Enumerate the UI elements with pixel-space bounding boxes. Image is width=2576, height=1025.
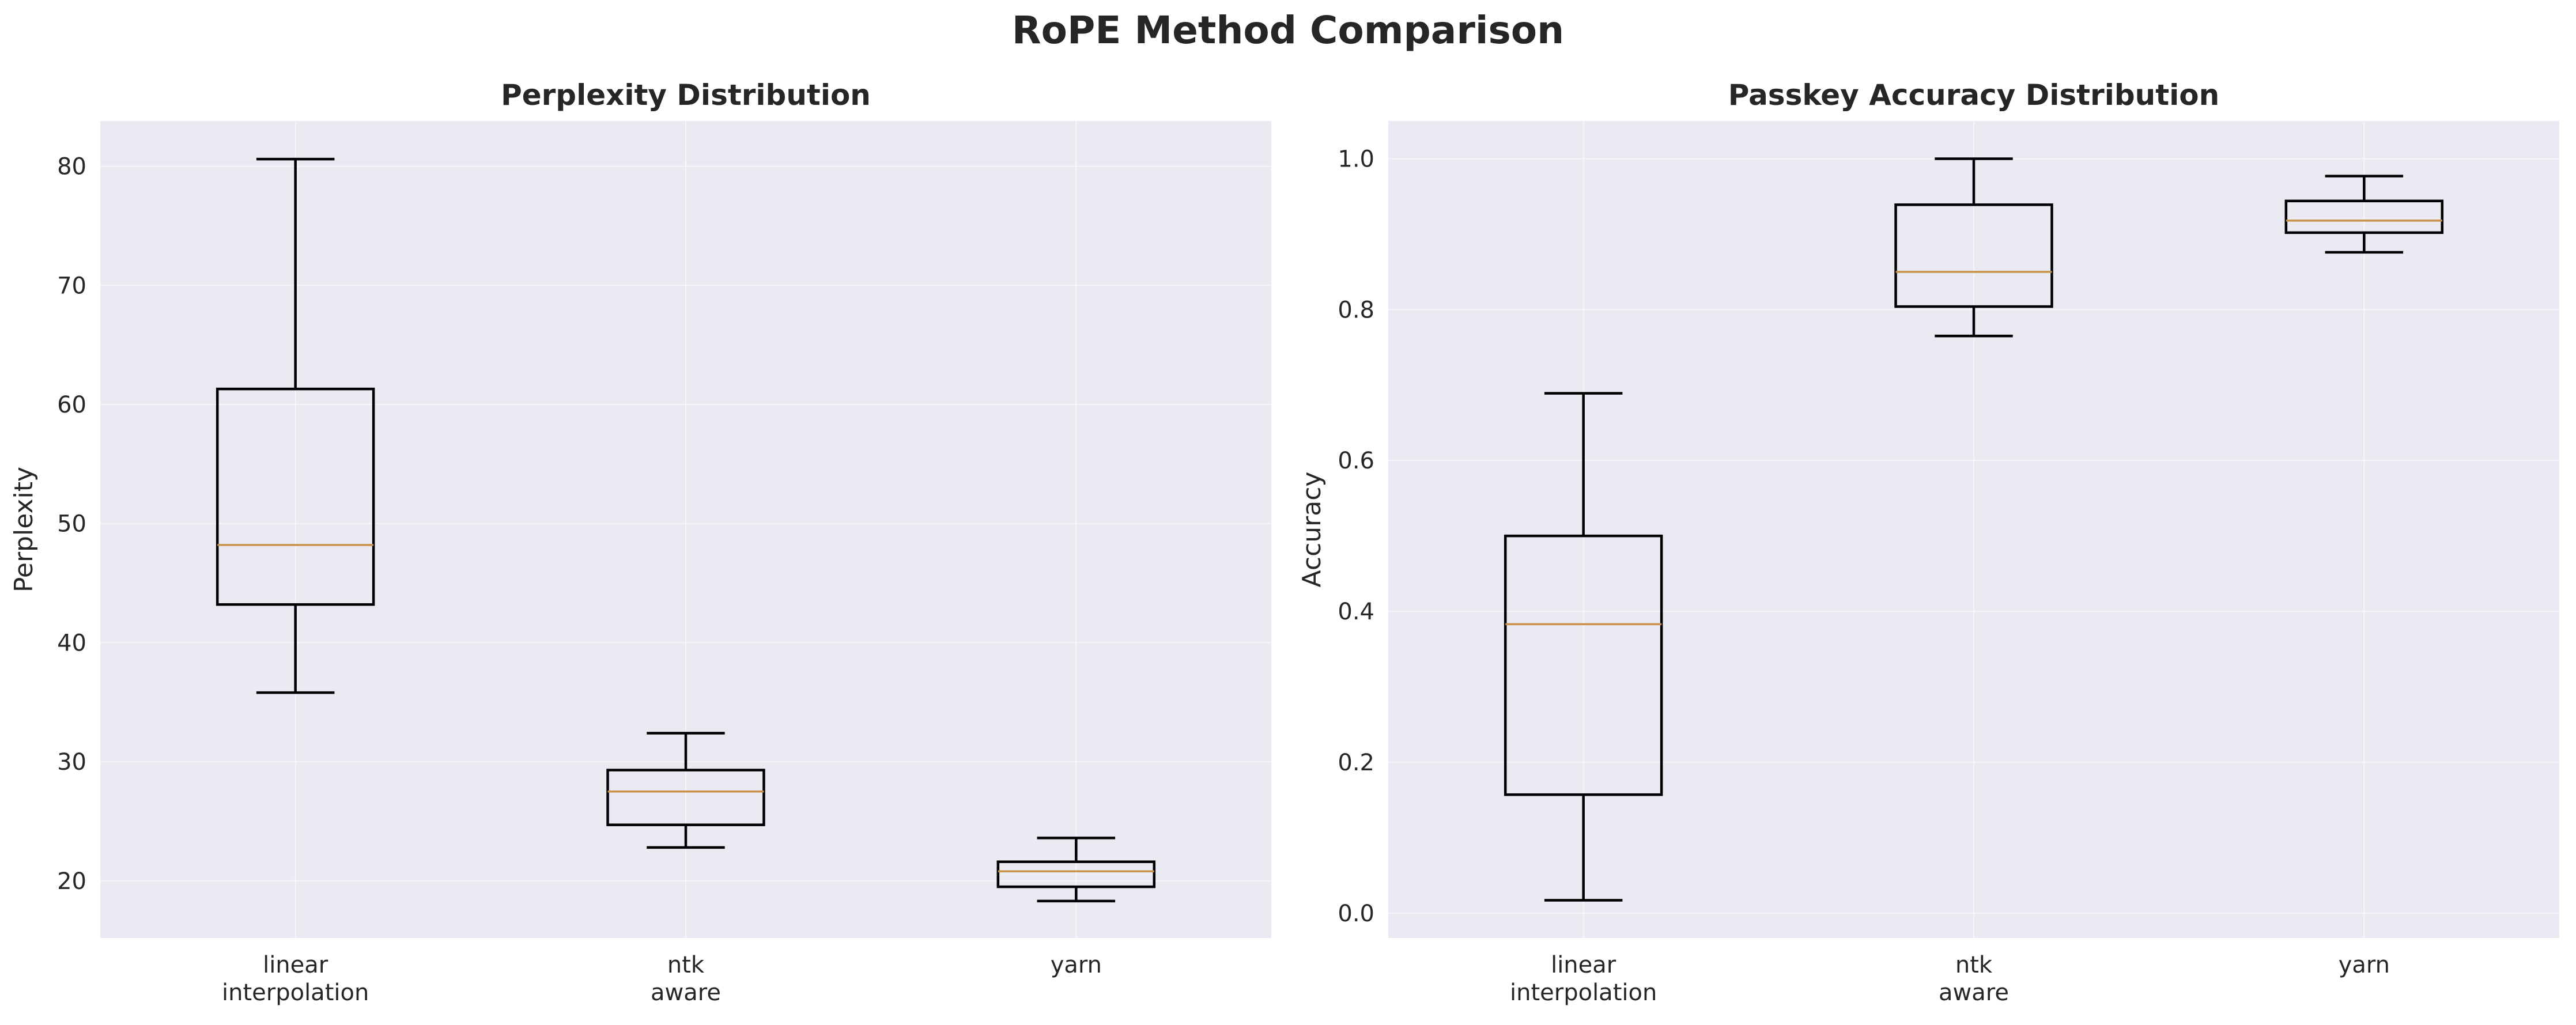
- x-tick-label: ntk aware: [651, 952, 721, 1006]
- subplot-title: Perplexity Distribution: [501, 78, 871, 112]
- x-tick-label: ntk aware: [1939, 952, 2009, 1006]
- y-tick-label: 0.6: [1338, 448, 1374, 474]
- box: [1894, 203, 2053, 308]
- box: [1504, 534, 1663, 796]
- y-tick-label: 0.2: [1338, 750, 1374, 776]
- y-axis-label: Accuracy: [1297, 472, 1327, 588]
- box: [216, 387, 375, 606]
- box: [2284, 199, 2444, 234]
- y-tick-label: 0.0: [1338, 901, 1374, 927]
- box: [606, 769, 765, 826]
- y-axis-label: Perplexity: [9, 467, 39, 592]
- y-tick-label: 1.0: [1338, 146, 1374, 172]
- y-tick-label: 40: [57, 630, 86, 656]
- x-tick-label: yarn: [1051, 952, 1102, 978]
- y-tick-label: 0.4: [1338, 599, 1374, 625]
- y-tick-label: 20: [57, 868, 86, 895]
- y-tick-label: 60: [57, 392, 86, 418]
- y-tick-label: 0.8: [1338, 297, 1374, 323]
- y-tick-label: 70: [57, 273, 86, 299]
- y-tick-label: 50: [57, 511, 86, 538]
- box: [996, 860, 1156, 888]
- x-tick-label: linear interpolation: [1510, 952, 1657, 1006]
- subplot-title: Passkey Accuracy Distribution: [1728, 78, 2219, 112]
- y-tick-label: 30: [57, 749, 86, 776]
- x-tick-label: linear interpolation: [222, 952, 369, 1006]
- figure-title: RoPE Method Comparison: [1011, 8, 1565, 52]
- y-tick-label: 80: [57, 154, 86, 180]
- x-tick-label: yarn: [2339, 952, 2390, 978]
